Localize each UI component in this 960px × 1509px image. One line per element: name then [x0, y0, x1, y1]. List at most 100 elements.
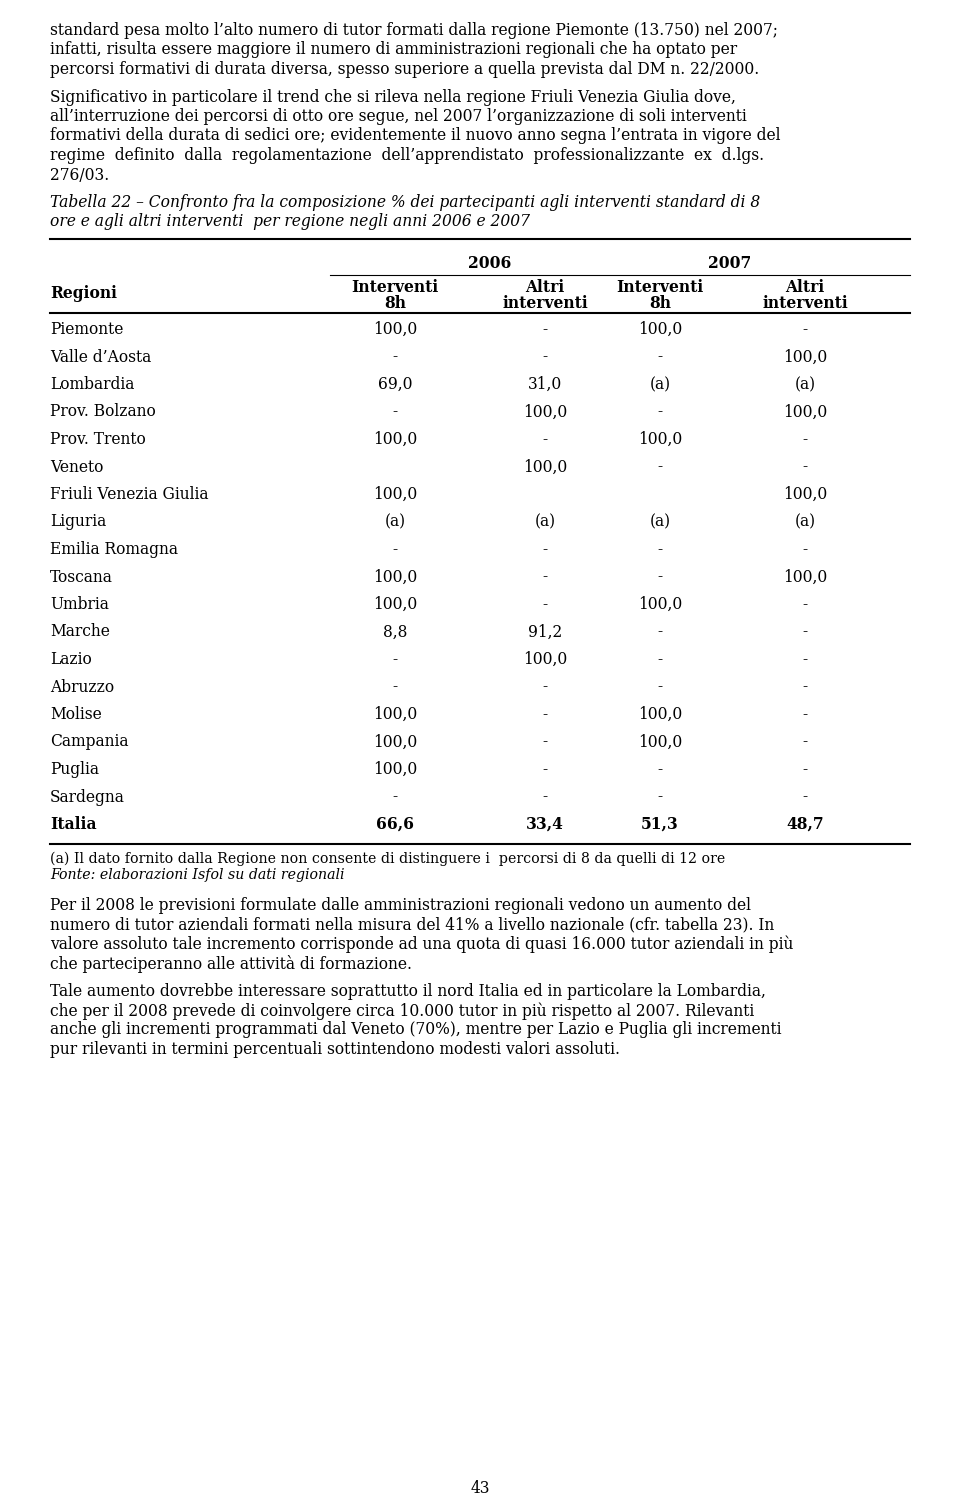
Text: -: - [803, 761, 807, 779]
Text: -: - [542, 569, 547, 585]
Text: numero di tutor aziendali formati nella misura del 41% a livello nazionale (cfr.: numero di tutor aziendali formati nella … [50, 916, 775, 933]
Text: -: - [803, 432, 807, 448]
Text: Italia: Italia [50, 816, 97, 833]
Text: -: - [658, 623, 662, 640]
Text: (a): (a) [649, 513, 671, 531]
Text: 100,0: 100,0 [372, 569, 418, 585]
Text: Interventi: Interventi [616, 279, 704, 296]
Text: 91,2: 91,2 [528, 623, 563, 640]
Text: (a) Il dato fornito dalla Regione non consente di distinguere i  percorsi di 8 d: (a) Il dato fornito dalla Regione non co… [50, 851, 725, 866]
Text: -: - [542, 596, 547, 613]
Text: -: - [542, 679, 547, 696]
Text: Liguria: Liguria [50, 513, 107, 531]
Text: Prov. Bolzano: Prov. Bolzano [50, 403, 156, 421]
Text: -: - [393, 403, 397, 421]
Text: 100,0: 100,0 [372, 321, 418, 338]
Text: Altri: Altri [525, 279, 564, 296]
Text: Altri: Altri [785, 279, 825, 296]
Text: percorsi formativi di durata diversa, spesso superiore a quella prevista dal DM : percorsi formativi di durata diversa, sp… [50, 60, 759, 78]
Text: -: - [542, 432, 547, 448]
Text: 100,0: 100,0 [637, 321, 683, 338]
Text: -: - [803, 706, 807, 723]
Text: Significativo in particolare il trend che si rileva nella regione Friuli Venezia: Significativo in particolare il trend ch… [50, 89, 736, 106]
Text: -: - [658, 650, 662, 668]
Text: formativi della durata di sedici ore; evidentemente il nuovo anno segna l’entrat: formativi della durata di sedici ore; ev… [50, 127, 780, 145]
Text: anche gli incrementi programmati dal Veneto (70%), mentre per Lazio e Puglia gli: anche gli incrementi programmati dal Ven… [50, 1022, 781, 1038]
Text: -: - [658, 761, 662, 779]
Text: 8h: 8h [384, 294, 406, 312]
Text: Regioni: Regioni [50, 285, 117, 302]
Text: Puglia: Puglia [50, 761, 99, 779]
Text: 100,0: 100,0 [372, 733, 418, 750]
Text: -: - [803, 650, 807, 668]
Text: -: - [658, 403, 662, 421]
Text: che per il 2008 prevede di coinvolgere circa 10.000 tutor in più rispetto al 200: che per il 2008 prevede di coinvolgere c… [50, 1002, 755, 1020]
Text: 8,8: 8,8 [383, 623, 407, 640]
Text: 100,0: 100,0 [372, 432, 418, 448]
Text: -: - [542, 789, 547, 806]
Text: -: - [393, 679, 397, 696]
Text: -: - [542, 706, 547, 723]
Text: (a): (a) [535, 513, 556, 531]
Text: -: - [803, 623, 807, 640]
Text: interventi: interventi [502, 294, 588, 312]
Text: 100,0: 100,0 [637, 432, 683, 448]
Text: 100,0: 100,0 [782, 569, 828, 585]
Text: 100,0: 100,0 [637, 733, 683, 750]
Text: Piemonte: Piemonte [50, 321, 124, 338]
Text: all’interruzione dei percorsi di otto ore segue, nel 2007 l’organizzazione di so: all’interruzione dei percorsi di otto or… [50, 109, 747, 125]
Text: 31,0: 31,0 [528, 376, 563, 392]
Text: 100,0: 100,0 [523, 403, 567, 421]
Text: Campania: Campania [50, 733, 129, 750]
Text: -: - [542, 542, 547, 558]
Text: Lazio: Lazio [50, 650, 92, 668]
Text: -: - [658, 542, 662, 558]
Text: che parteciperanno alle attività di formazione.: che parteciperanno alle attività di form… [50, 955, 412, 973]
Text: interventi: interventi [762, 294, 848, 312]
Text: 66,6: 66,6 [376, 816, 414, 833]
Text: 100,0: 100,0 [782, 486, 828, 502]
Text: -: - [803, 321, 807, 338]
Text: 100,0: 100,0 [782, 349, 828, 365]
Text: -: - [542, 761, 547, 779]
Text: 8h: 8h [649, 294, 671, 312]
Text: Tabella 22 – Confronto fra la composizione % dei partecipanti agli interventi st: Tabella 22 – Confronto fra la composizio… [50, 195, 760, 211]
Text: valore assoluto tale incremento corrisponde ad una quota di quasi 16.000 tutor a: valore assoluto tale incremento corrispo… [50, 936, 793, 954]
Text: 43: 43 [470, 1480, 490, 1497]
Text: Prov. Trento: Prov. Trento [50, 432, 146, 448]
Text: -: - [658, 349, 662, 365]
Text: pur rilevanti in termini percentuali sottintendono modesti valori assoluti.: pur rilevanti in termini percentuali sot… [50, 1041, 620, 1058]
Text: 100,0: 100,0 [523, 650, 567, 668]
Text: -: - [658, 569, 662, 585]
Text: 100,0: 100,0 [637, 706, 683, 723]
Text: -: - [803, 733, 807, 750]
Text: -: - [393, 542, 397, 558]
Text: Lombardia: Lombardia [50, 376, 134, 392]
Text: 100,0: 100,0 [523, 459, 567, 475]
Text: ore e agli altri interventi  per regione negli anni 2006 e 2007: ore e agli altri interventi per regione … [50, 213, 530, 231]
Text: -: - [803, 596, 807, 613]
Text: -: - [658, 679, 662, 696]
Text: 2006: 2006 [468, 255, 512, 272]
Text: -: - [803, 789, 807, 806]
Text: -: - [658, 459, 662, 475]
Text: Emilia Romagna: Emilia Romagna [50, 542, 178, 558]
Text: infatti, risulta essere maggiore il numero di amministrazioni regionali che ha o: infatti, risulta essere maggiore il nume… [50, 42, 737, 59]
Text: 100,0: 100,0 [782, 403, 828, 421]
Text: 51,3: 51,3 [641, 816, 679, 833]
Text: Friuli Venezia Giulia: Friuli Venezia Giulia [50, 486, 208, 502]
Text: -: - [393, 349, 397, 365]
Text: (a): (a) [795, 376, 816, 392]
Text: Toscana: Toscana [50, 569, 113, 585]
Text: (a): (a) [649, 376, 671, 392]
Text: (a): (a) [384, 513, 405, 531]
Text: 100,0: 100,0 [372, 706, 418, 723]
Text: 33,4: 33,4 [526, 816, 564, 833]
Text: -: - [803, 459, 807, 475]
Text: Marche: Marche [50, 623, 109, 640]
Text: -: - [658, 789, 662, 806]
Text: -: - [803, 679, 807, 696]
Text: regime  definito  dalla  regolamentazione  dell’apprendistato  professionalizzan: regime definito dalla regolamentazione d… [50, 146, 764, 164]
Text: -: - [542, 321, 547, 338]
Text: Umbria: Umbria [50, 596, 108, 613]
